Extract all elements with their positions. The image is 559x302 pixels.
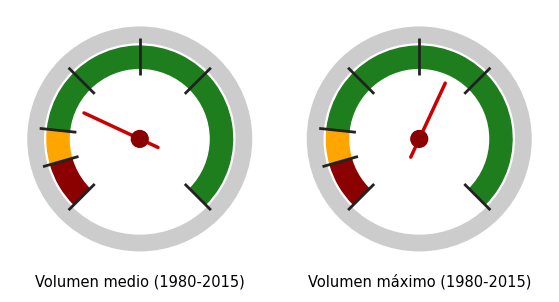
Wedge shape <box>50 158 91 204</box>
Circle shape <box>45 44 235 234</box>
Circle shape <box>411 130 428 147</box>
Circle shape <box>350 69 489 208</box>
Circle shape <box>70 69 209 208</box>
Wedge shape <box>327 46 512 204</box>
Wedge shape <box>48 46 233 204</box>
Wedge shape <box>326 129 353 165</box>
Text: Volumen máximo (1980-2015): Volumen máximo (1980-2015) <box>307 275 531 290</box>
Circle shape <box>307 27 531 251</box>
Wedge shape <box>330 158 370 204</box>
Text: Volumen medio (1980-2015): Volumen medio (1980-2015) <box>35 275 245 290</box>
Circle shape <box>131 130 148 147</box>
Circle shape <box>28 27 252 251</box>
Wedge shape <box>47 129 73 165</box>
Circle shape <box>324 44 514 234</box>
